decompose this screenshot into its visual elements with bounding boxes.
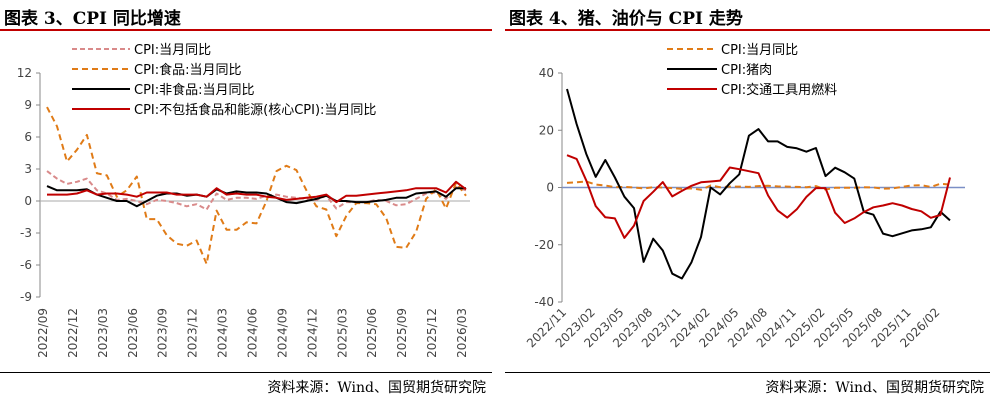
source-note: 资料来源：Wind、国贸期货研究院 (765, 380, 984, 396)
pork-oil-cpi-chart: 40200-20-402022/112023/022023/052023/082… (524, 43, 965, 350)
x-tick-label: 2025/09 (395, 308, 409, 358)
chart-panel-pork-oil-cpi: 图表 4、猪、油价与 CPI 走势 40 20 0 -20 -40 2022/11 2023… (505, 0, 990, 403)
bottom-rule (0, 372, 492, 373)
series-line (46, 185, 466, 208)
y-tick-label: 0 (546, 181, 554, 195)
y-tick-label: -40 (534, 295, 554, 309)
x-tick-label: 2023/09 (156, 308, 170, 358)
series-line (47, 180, 467, 204)
bottom-rule (505, 372, 990, 373)
legend-label: CPI:当月同比 (134, 43, 211, 58)
y-tick-label: 20 (539, 123, 554, 137)
y-tick-label: -20 (534, 238, 554, 252)
x-tick-label: 2025/03 (335, 308, 349, 358)
series-line (566, 88, 951, 280)
y-tick-label: 9 (24, 98, 32, 112)
x-tick-label: 2023/06 (126, 308, 140, 358)
legend-label: CPI:不包括食品和能源(核心CPI):当月同比 (134, 102, 376, 118)
y-tick-label: -6 (20, 258, 32, 272)
y-tick-label: 12 (17, 66, 32, 80)
legend-label: CPI:非食品:当月同比 (134, 82, 255, 98)
x-tick-label: 2024/12 (305, 308, 319, 358)
series-line (566, 180, 951, 191)
title-rule (0, 29, 492, 31)
x-tick-label: 2022/12 (66, 308, 80, 358)
legend-label: CPI:当月同比 (721, 43, 798, 58)
series-line (566, 154, 951, 239)
y-tick-label: 0 (24, 194, 32, 208)
y-tick-label: 40 (539, 66, 554, 80)
series-line (46, 170, 467, 211)
legend-label: CPI:猪肉 (721, 63, 772, 78)
title-rule (505, 29, 990, 31)
chart-title: 图表 4、猪、油价与 CPI 走势 (509, 9, 743, 29)
y-tick-label: 3 (24, 162, 32, 176)
x-tick-label: 2024/09 (275, 308, 289, 358)
x-tick-label: 2025/06 (365, 308, 379, 358)
x-tick-label: 2026/03 (455, 308, 469, 358)
y-tick-label: -3 (20, 226, 32, 240)
chart-panel-cpi-growth: 图表 3、CPI 同比增速 12 9 6 3 0 -3 -6 -9 2022/09 2022/12… (0, 0, 492, 403)
x-tick-label: 2023/03 (96, 308, 110, 358)
chart-title: 图表 3、CPI 同比增速 (4, 9, 181, 29)
series-line (46, 106, 467, 265)
x-tick-label: 2024/06 (246, 308, 260, 358)
x-tick-label: 2025/12 (425, 308, 439, 358)
source-note: 资料来源：Wind、国贸期货研究院 (267, 380, 486, 396)
x-tick-label: 2023/12 (186, 308, 200, 358)
x-tick-label: 2022/09 (36, 308, 50, 358)
x-tick-label: 2024/03 (216, 308, 230, 358)
cpi-growth-chart: 12 9 6 3 0 -3 -6 -9 2022/09 2022/12 2023/03 2023/06… (17, 43, 470, 358)
y-tick-label: 6 (24, 130, 32, 144)
y-tick-label: -9 (20, 290, 32, 304)
legend-label: CPI:食品:当月同比 (134, 62, 242, 78)
legend-label: CPI:交通工具用燃料 (721, 82, 837, 98)
